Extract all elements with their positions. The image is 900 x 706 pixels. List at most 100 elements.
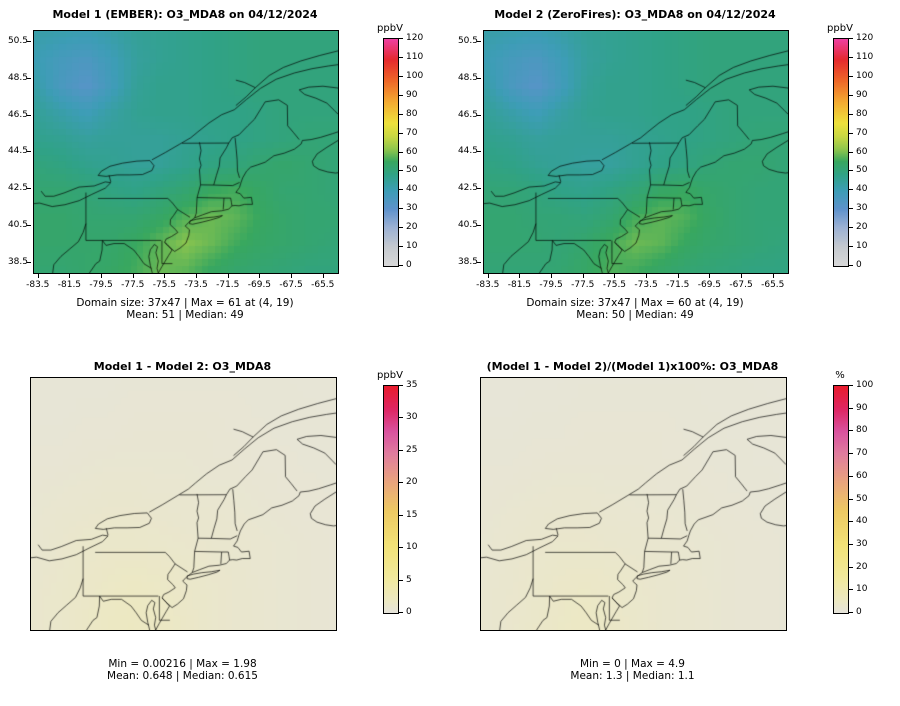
x-axis-tick-mark	[227, 274, 229, 278]
y-axis-tick-mark	[477, 77, 481, 79]
y-axis-tick-label: 48.5	[7, 72, 28, 83]
x-axis-tick-label: -83.5	[26, 280, 50, 290]
colorbar-tick-mark	[399, 449, 403, 451]
colorbar-tick-mark	[849, 498, 853, 500]
colorbar-tick-label: 110	[856, 51, 874, 62]
colorbar-tick-mark	[849, 430, 853, 432]
heatmap-canvas	[484, 31, 788, 273]
colorbar-tick-mark	[399, 170, 403, 172]
colorbar-tick-label: 60	[856, 146, 868, 157]
colorbar-canvas	[384, 39, 398, 266]
caption-stats-line2: Mean: 1.3 | Median: 1.1	[570, 670, 695, 682]
x-axis-tick-mark	[677, 274, 679, 278]
colorbar-unit-label: %	[835, 370, 845, 381]
colorbar-tick-label: 40	[856, 516, 868, 527]
y-axis-tick-mark	[477, 114, 481, 116]
x-axis-tick-label: -65.5	[761, 280, 785, 290]
colorbar-tick-mark	[849, 227, 853, 229]
colorbar-tick-label: 30	[856, 538, 868, 549]
x-axis-tick-label: -73.5	[184, 280, 208, 290]
colorbar-tick-label: 20	[856, 222, 868, 233]
x-axis-tick-label: -77.5	[571, 280, 595, 290]
x-axis-tick-label: -67.5	[279, 280, 303, 290]
colorbar-tick-label: 0	[856, 260, 862, 270]
map-plot-area	[483, 30, 789, 274]
colorbar-tick-mark	[399, 514, 403, 516]
colorbar-tick-label: 60	[856, 470, 868, 481]
colorbar-tick-label: 0	[406, 607, 412, 617]
x-axis-tick-mark	[291, 274, 293, 278]
colorbar-tick-label: 0	[856, 607, 862, 617]
colorbar-tick-mark	[399, 612, 403, 613]
colorbar-tick-mark	[399, 75, 403, 77]
colorbar-tick-mark	[849, 38, 853, 39]
x-axis-tick-mark	[164, 274, 166, 278]
colorbar-tick-label: 50	[406, 165, 418, 176]
colorbar-tick-label: 30	[406, 412, 418, 423]
colorbar-tick-mark	[849, 453, 853, 455]
caption-stats-line1: Domain size: 37x47 | Max = 60 at (4, 19)	[526, 297, 744, 309]
colorbar-tick-mark	[399, 579, 403, 581]
colorbar-tick-mark	[399, 385, 403, 386]
caption-stats-line1: Min = 0.00216 | Max = 1.98	[108, 658, 257, 670]
x-axis-tick-label: -71.5	[216, 280, 240, 290]
colorbar-tick-mark	[849, 475, 853, 477]
colorbar-tick-label: 100	[856, 70, 874, 81]
colorbar-tick-mark	[849, 94, 853, 96]
colorbar-tick-label: 80	[856, 425, 868, 436]
colorbar-tick-mark	[399, 227, 403, 229]
colorbar-tick-mark	[849, 265, 853, 266]
colorbar-unit-label: ppbV	[377, 23, 403, 34]
y-axis-tick-mark	[27, 225, 31, 227]
colorbar-tick-label: 70	[856, 448, 868, 459]
heatmap-canvas	[31, 378, 336, 630]
colorbar-canvas	[384, 386, 398, 613]
colorbar-tick-label: 90	[856, 89, 868, 100]
panel-title: Model 1 (EMBER): O3_MDA8 on 04/12/2024	[52, 8, 318, 21]
x-axis-tick-mark	[487, 274, 489, 278]
colorbar-tick-mark	[849, 208, 853, 210]
y-axis-tick-mark	[477, 225, 481, 227]
x-axis-tick-label: -81.5	[57, 280, 82, 290]
y-axis-tick-label: 44.5	[7, 146, 28, 157]
colorbar-tick-label: 5	[406, 574, 412, 585]
x-axis-tick-mark	[259, 274, 261, 278]
colorbar-tick-mark	[849, 56, 853, 58]
y-axis-tick-mark	[477, 261, 481, 263]
x-axis-tick-mark	[69, 274, 71, 278]
y-axis-tick-label: 38.5	[7, 256, 28, 267]
colorbar-tick-mark	[849, 189, 853, 191]
x-axis-tick-label: -75.5	[602, 280, 627, 290]
colorbar-tick-label: 80	[406, 108, 418, 119]
colorbar-tick-mark	[399, 482, 403, 484]
colorbar-tick-mark	[399, 246, 403, 248]
x-axis-tick-mark	[551, 274, 553, 278]
panel-model1-map: Model 1 (EMBER): O3_MDA8 on 04/12/2024 p…	[0, 0, 450, 353]
x-axis-tick-label: -69.5	[247, 280, 272, 290]
x-axis-tick-label: -73.5	[634, 280, 658, 290]
colorbar-tick-label: 80	[856, 108, 868, 119]
panel-title: Model 1 - Model 2: O3_MDA8	[93, 360, 272, 373]
colorbar-tick-mark	[849, 246, 853, 248]
colorbar-tick-mark	[399, 265, 403, 266]
heatmap-canvas	[481, 378, 786, 630]
colorbar-tick-label: 25	[406, 444, 418, 455]
colorbar-tick-mark	[399, 38, 403, 39]
colorbar-tick-label: 70	[856, 127, 868, 138]
colorbar-tick-label: 20	[406, 222, 418, 233]
colorbar-tick-label: 0	[406, 260, 412, 270]
x-axis-tick-mark	[741, 274, 743, 278]
colorbar-tick-mark	[849, 612, 853, 613]
colorbar-tick-mark	[849, 113, 853, 115]
colorbar-tick-label: 40	[406, 184, 418, 195]
colorbar-tick-mark	[399, 56, 403, 58]
colorbar-tick-label: 50	[856, 493, 868, 504]
colorbar-tick-mark	[849, 407, 853, 409]
colorbar-tick-mark	[399, 151, 403, 153]
x-axis-tick-label: -69.5	[697, 280, 722, 290]
colorbar-tick-mark	[849, 589, 853, 591]
x-axis-tick-label: -79.5	[89, 280, 113, 290]
colorbar-tick-mark	[849, 170, 853, 172]
colorbar-tick-mark	[849, 132, 853, 134]
colorbar	[383, 38, 399, 267]
